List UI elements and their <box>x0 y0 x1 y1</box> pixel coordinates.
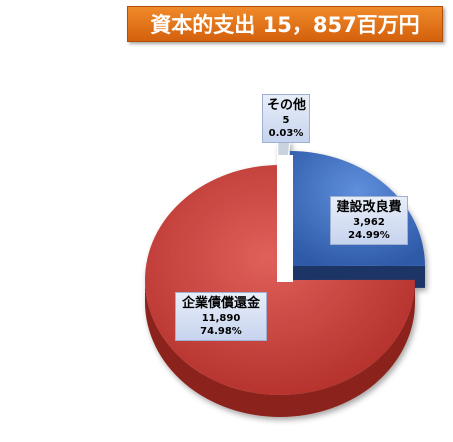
slice-percent: 24.99% <box>348 230 390 241</box>
slice-bond-repayment-side <box>145 280 415 417</box>
chart-title: 資本的支出 15，857百万円 <box>127 6 443 42</box>
slice-value: 11,890 <box>201 313 241 324</box>
slice-value: 5 <box>282 115 290 126</box>
slice-percent: 0.03% <box>268 128 304 139</box>
slice-name: 建設改良費 <box>336 200 402 215</box>
slice-name: 企業債償還金 <box>181 296 260 311</box>
slice-name: その他 <box>267 98 307 113</box>
slice-percent: 74.98% <box>200 326 242 337</box>
slice-label-construction: 建設改良費 3,962 24.99% <box>330 196 408 245</box>
slice-value: 3,962 <box>353 217 385 228</box>
slice-label-other: その他 5 0.03% <box>262 94 310 143</box>
slice-label-bond-repayment: 企業債償還金 11,890 74.98% <box>175 292 267 341</box>
slice-other-gap <box>277 155 293 282</box>
